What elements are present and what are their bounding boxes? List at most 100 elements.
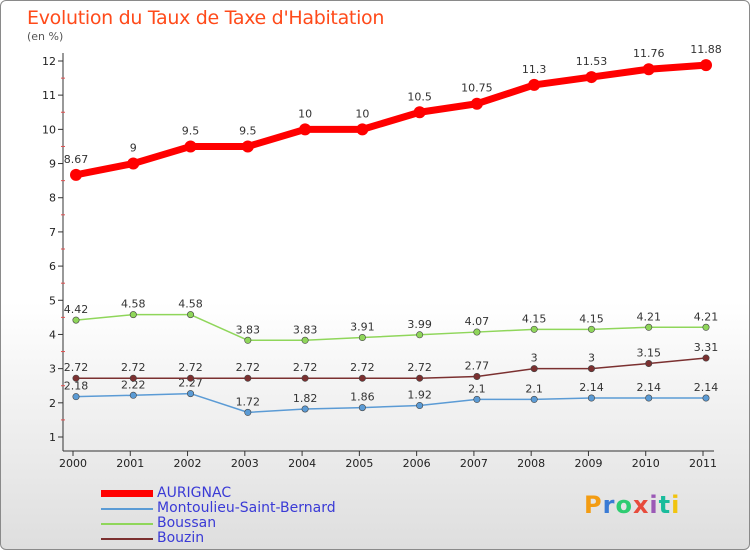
- y-tick-label: 5: [49, 294, 56, 307]
- data-point: [470, 97, 483, 110]
- data-label: 8.67: [64, 153, 89, 166]
- legend-swatch: [101, 490, 153, 497]
- proxiti-logo: Proxiti: [584, 491, 680, 519]
- logo-letter: t: [658, 491, 672, 519]
- data-point: [416, 374, 424, 382]
- data-point: [585, 71, 598, 84]
- x-tick-label: 2005: [345, 457, 373, 470]
- series-line-2: [75, 313, 707, 342]
- y-tick-label: 11: [42, 89, 56, 102]
- chart-title: Evolution du Taux de Taxe d'Habitation: [27, 7, 385, 29]
- data-label: 2.77: [465, 359, 490, 372]
- data-label: 2.22: [121, 378, 146, 391]
- data-point: [244, 336, 252, 344]
- y-tick-label: 7: [49, 226, 56, 239]
- data-point: [70, 168, 82, 181]
- legend-label: Montoulieu-Saint-Bernard: [157, 500, 336, 516]
- data-point: [700, 59, 712, 72]
- data-label: 4.15: [522, 312, 547, 325]
- data-point: [187, 311, 195, 319]
- data-point: [587, 325, 595, 333]
- x-tick-label: 2010: [632, 457, 660, 470]
- data-label: 9: [130, 142, 137, 155]
- data-label: 2.72: [293, 361, 318, 374]
- data-point: [473, 328, 481, 336]
- data-point: [587, 394, 595, 402]
- data-label: 2.27: [178, 377, 203, 390]
- data-label: 2.72: [178, 361, 203, 374]
- logo-letter: o: [615, 491, 633, 519]
- data-label: 2.72: [121, 361, 146, 374]
- y-tick-label: 1: [49, 431, 56, 444]
- data-point: [416, 331, 424, 339]
- data-point: [645, 360, 653, 368]
- y-tick-label: 4: [49, 328, 56, 341]
- x-tick-label: 2011: [689, 457, 717, 470]
- legend-swatch: [101, 508, 153, 510]
- data-point: [645, 323, 653, 331]
- x-tick-label: 2004: [288, 457, 316, 470]
- data-point: [129, 391, 137, 399]
- y-tick-label: 8: [49, 192, 56, 205]
- data-point: [358, 404, 366, 412]
- data-point: [416, 402, 424, 410]
- data-label: 2.18: [64, 380, 89, 393]
- series-line-3: [75, 357, 707, 379]
- data-label: 3.83: [236, 323, 261, 336]
- data-label: 3.83: [293, 323, 318, 336]
- data-point: [301, 374, 309, 382]
- data-point: [301, 336, 309, 344]
- data-point: [587, 365, 595, 373]
- legend-swatch: [101, 523, 153, 525]
- data-label: 10: [355, 107, 369, 120]
- data-label: 4.15: [579, 312, 604, 325]
- data-label: 1.86: [350, 391, 375, 404]
- x-tick-label: 2002: [174, 457, 202, 470]
- data-point: [301, 405, 309, 413]
- x-tick-label: 2009: [574, 457, 602, 470]
- data-label: 11.3: [522, 63, 547, 76]
- data-label: 1.72: [236, 395, 261, 408]
- data-label: 2.14: [694, 381, 719, 394]
- data-label: 10.75: [461, 82, 493, 95]
- data-point: [72, 393, 80, 401]
- x-tick-label: 2001: [116, 457, 144, 470]
- data-point: [702, 323, 710, 331]
- data-point: [528, 78, 541, 91]
- data-point: [187, 390, 195, 398]
- y-tick-label: 12: [42, 55, 56, 68]
- data-point: [127, 157, 140, 170]
- y-tick-label: 6: [49, 260, 56, 273]
- data-point: [642, 63, 655, 76]
- data-label: 3: [531, 352, 538, 365]
- data-label: 4.21: [694, 310, 719, 323]
- data-point: [72, 316, 80, 324]
- data-label: 4.58: [178, 298, 203, 311]
- data-label: 11.53: [576, 55, 608, 68]
- y-tick-label: 10: [42, 123, 56, 136]
- data-point: [473, 395, 481, 403]
- data-label: 3: [588, 352, 595, 365]
- data-point: [530, 325, 538, 333]
- data-label: 10.5: [407, 90, 432, 103]
- x-tick-label: 2008: [517, 457, 545, 470]
- data-label: 2.72: [236, 361, 261, 374]
- data-point: [72, 374, 80, 382]
- data-point: [645, 394, 653, 402]
- data-point: [129, 311, 137, 319]
- logo-letter: i: [671, 491, 681, 519]
- logo-letter: i: [649, 491, 659, 519]
- data-label: 2.1: [525, 382, 543, 395]
- data-label: 10: [298, 107, 312, 120]
- data-label: 3.31: [694, 341, 719, 354]
- data-label: 9.5: [182, 124, 200, 137]
- x-tick-label: 2000: [59, 457, 87, 470]
- y-tick-label: 9: [49, 158, 56, 171]
- data-label: 4.21: [636, 310, 661, 323]
- data-point: [187, 374, 195, 382]
- data-label: 2.14: [579, 381, 604, 394]
- data-point: [129, 374, 137, 382]
- y-tick-label: 3: [49, 363, 56, 376]
